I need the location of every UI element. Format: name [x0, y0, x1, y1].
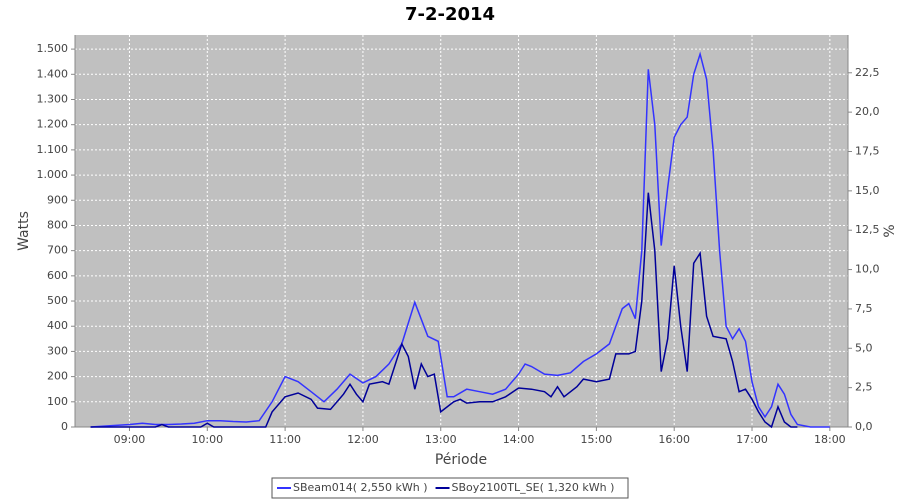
y2-tick-label: 20,0 — [855, 105, 880, 118]
y2-tick-label: 7,5 — [855, 302, 873, 315]
y-tick-label: 200 — [47, 370, 68, 383]
y-tick-label: 700 — [47, 244, 68, 257]
y-tick-label: 100 — [47, 395, 68, 408]
x-tick-label: 09:00 — [114, 433, 146, 446]
x-tick-label: 18:00 — [814, 433, 846, 446]
y-tick-label: 1.400 — [37, 67, 69, 80]
x-tick-label: 13:00 — [425, 433, 457, 446]
x-axis-label: Période — [435, 452, 487, 468]
x-tick-label: 15:00 — [581, 433, 613, 446]
y2-tick-label: 15,0 — [855, 184, 880, 197]
x-tick-label: 17:00 — [736, 433, 768, 446]
x-tick-label: 11:00 — [269, 433, 301, 446]
y-tick-label: 1.500 — [37, 42, 69, 55]
legend-label: SBeam014( 2,550 kWh ) — [293, 481, 428, 494]
y-tick-label: 1.100 — [37, 143, 69, 156]
x-tick-label: 12:00 — [347, 433, 379, 446]
legend — [271, 477, 629, 499]
y2-tick-label: 12,5 — [855, 223, 880, 236]
y2-tick-label: 5,0 — [855, 341, 873, 354]
y2-tick-label: 17,5 — [855, 144, 880, 157]
y-tick-label: 1.300 — [37, 92, 69, 105]
y-tick-label: 1.200 — [37, 118, 69, 131]
y-tick-label: 500 — [47, 294, 68, 307]
y-tick-label: 0 — [61, 420, 68, 433]
y-axis-label: Watts — [16, 211, 32, 251]
chart-title: 7-2-2014 — [405, 4, 495, 25]
x-tick-label: 10:00 — [191, 433, 223, 446]
y2-tick-label: 2,5 — [855, 381, 873, 394]
y2-tick-label: 0,0 — [855, 420, 873, 433]
y-tick-label: 600 — [47, 269, 68, 282]
legend-label: SBoy2100TL_SE( 1,320 kWh ) — [452, 481, 615, 494]
y2-tick-label: 10,0 — [855, 263, 880, 276]
y-tick-label: 300 — [47, 344, 68, 357]
y-tick-label: 800 — [47, 218, 68, 231]
y-tick-label: 1.000 — [37, 168, 69, 181]
y-tick-label: 400 — [47, 319, 68, 332]
series-line — [90, 192, 798, 429]
y-tick-label: 900 — [47, 193, 68, 206]
y2-tick-label: 22,5 — [855, 66, 880, 79]
plot-area — [75, 35, 848, 427]
x-tick-label: 14:00 — [503, 433, 535, 446]
y2-axis-label: % — [882, 224, 898, 237]
x-tick-label: 16:00 — [658, 433, 690, 446]
series-line — [90, 51, 830, 428]
